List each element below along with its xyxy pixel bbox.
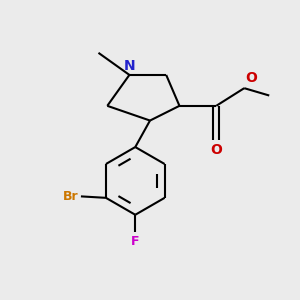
- Text: F: F: [131, 236, 140, 248]
- Text: O: O: [246, 71, 258, 85]
- Text: O: O: [210, 143, 222, 157]
- Text: N: N: [124, 58, 135, 73]
- Text: Br: Br: [63, 190, 79, 203]
